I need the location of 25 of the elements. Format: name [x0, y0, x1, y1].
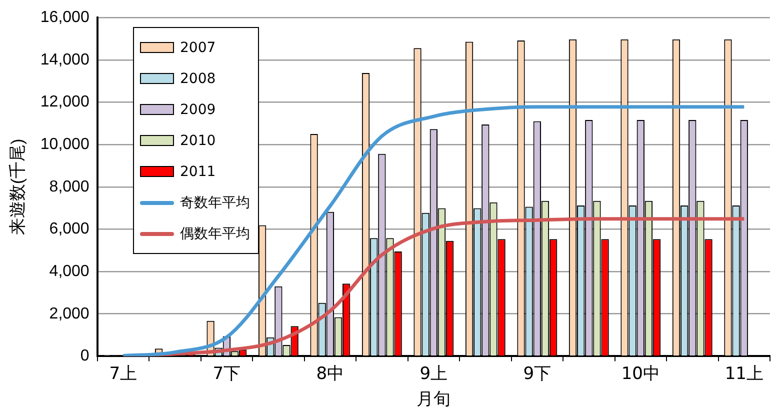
legend-label: 2009 — [180, 102, 216, 118]
x-tick-label: 9上 — [420, 364, 448, 384]
x-axis-title: 月旬 — [416, 389, 451, 408]
legend-label: 奇数年平均 — [180, 194, 250, 212]
y-tick-label: 0 — [80, 348, 90, 365]
x-tick-label: 7上 — [109, 364, 138, 384]
y-tick-label: 4,000 — [49, 262, 90, 280]
legend-label: 2011 — [180, 164, 216, 180]
y-tick-label: 6,000 — [49, 220, 90, 238]
x-tick-label: 7下 — [212, 364, 241, 384]
legend-label: 2007 — [180, 40, 216, 56]
y-tick-label: 10,000 — [40, 136, 90, 153]
legend-label: 2008 — [180, 70, 216, 86]
x-tick-label: 8中 — [316, 364, 344, 384]
x-tick-label: 11上 — [724, 364, 764, 384]
y-axis-title: 来遊数(千尾) — [8, 138, 27, 236]
y-tick-label: 8,000 — [49, 178, 90, 196]
y-tick-label: 2,000 — [49, 305, 90, 322]
legend-label: 2010 — [180, 132, 216, 148]
x-tick-label: 10中 — [621, 364, 660, 384]
x-tick-label: 9下 — [523, 364, 552, 384]
y-tick-label: 16,000 — [40, 9, 90, 26]
legend-label: 偶数年平均 — [180, 224, 250, 242]
y-tick-label: 14,000 — [40, 51, 90, 68]
y-tick-label: 12,000 — [40, 94, 90, 111]
